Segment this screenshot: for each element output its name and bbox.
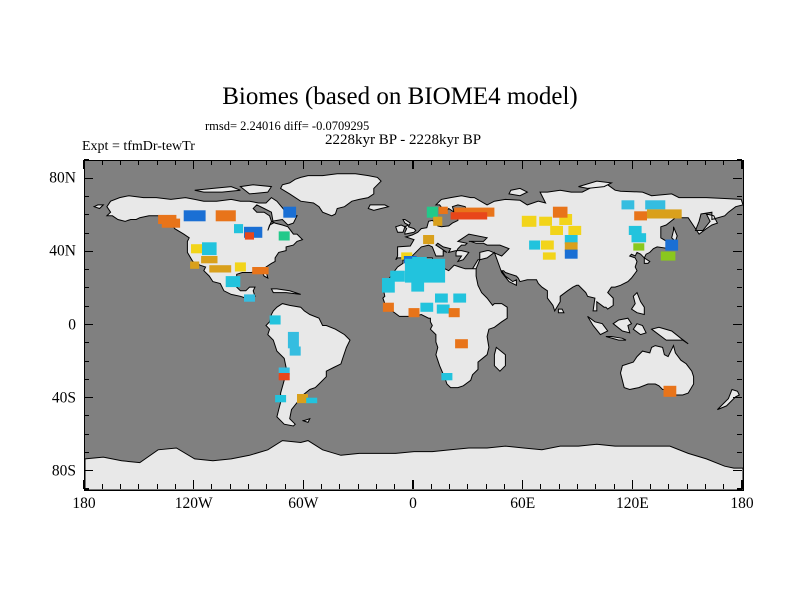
y-axis-label: 40N (49, 242, 76, 260)
x-axis-label: 120E (615, 495, 649, 512)
y-axis-label: 40S (51, 389, 76, 407)
x-axis-label: 60E (510, 495, 536, 512)
map-canvas (85, 161, 743, 490)
time-period-annotation: 2228kyr BP - 2228kyr BP (325, 132, 482, 148)
experiment-annotation: Expt = tfmDr-tewTr (82, 139, 195, 154)
map-plot-frame (84, 160, 744, 491)
statistics-annotation: rmsd= 2.24016 diff= -0.0709295 (205, 119, 370, 133)
y-axis-label: 80S (51, 462, 76, 480)
x-axis-label: 120W (174, 495, 213, 512)
y-axis-label: 0 (68, 316, 76, 333)
x-axis-label: 60W (288, 495, 319, 512)
y-axis-label: 80N (49, 169, 76, 187)
x-axis-label: 180 (730, 495, 754, 512)
figure-title: Biomes (based on BIOME4 model) (222, 83, 578, 110)
x-axis-label: 0 (409, 495, 417, 512)
x-axis-label: 180 (72, 495, 96, 512)
